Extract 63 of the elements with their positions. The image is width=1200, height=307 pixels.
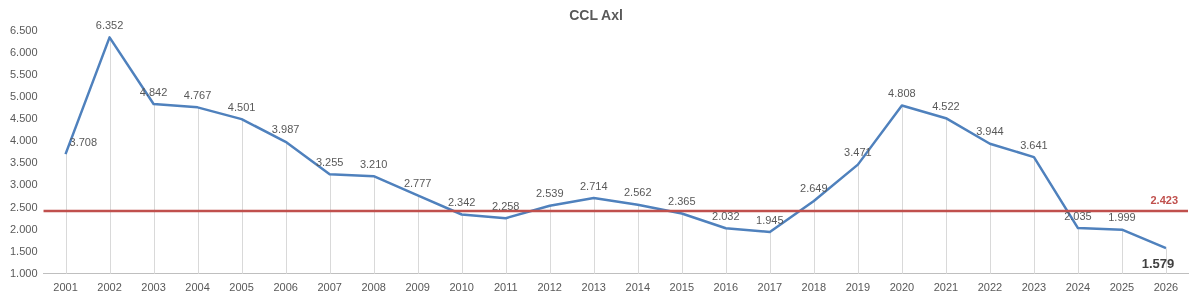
x-tick-label: 2025 bbox=[1109, 281, 1135, 294]
data-label: 2.258 bbox=[491, 199, 520, 212]
data-label: 2.032 bbox=[712, 209, 740, 222]
x-tick-label: 2007 bbox=[317, 281, 342, 294]
data-label: 1.945 bbox=[756, 213, 784, 226]
x-tick-label: 2021 bbox=[933, 281, 959, 294]
data-label: 4.767 bbox=[183, 88, 212, 101]
y-tick-label: 5.000 bbox=[10, 90, 38, 103]
data-label: 3.641 bbox=[1020, 138, 1048, 151]
data-label: 3.708 bbox=[69, 135, 98, 148]
y-tick-label: 3.500 bbox=[10, 156, 38, 169]
x-tick-label: 2005 bbox=[229, 281, 254, 294]
ref-line-label: 2.423 bbox=[1150, 194, 1178, 207]
x-tick-label: 2002 bbox=[97, 281, 122, 294]
data-label: 3.944 bbox=[976, 125, 1004, 138]
data-label: 4.501 bbox=[227, 100, 256, 113]
x-tick-label: 2019 bbox=[845, 281, 871, 294]
x-tick-label: 2001 bbox=[53, 281, 78, 294]
data-label: 1.999 bbox=[1108, 211, 1136, 224]
y-tick-label: 5.500 bbox=[10, 68, 38, 81]
y-tick-label: 6.000 bbox=[10, 45, 38, 58]
data-label: 4.522 bbox=[932, 99, 960, 112]
data-label: 2.365 bbox=[668, 195, 696, 208]
y-tick-label: 2.500 bbox=[10, 200, 38, 213]
data-label: 2.714 bbox=[579, 179, 608, 192]
y-tick-label: 4.000 bbox=[10, 134, 38, 147]
x-tick-label: 2022 bbox=[977, 281, 1003, 294]
y-tick-label: 6.500 bbox=[10, 23, 38, 36]
data-label: 3.255 bbox=[315, 155, 344, 168]
y-tick-label: 4.500 bbox=[10, 112, 38, 125]
x-tick-label: 2020 bbox=[889, 281, 915, 294]
x-tick-label: 2024 bbox=[1065, 281, 1091, 294]
x-tick-label: 2015 bbox=[669, 281, 695, 294]
data-label: 2.539 bbox=[535, 187, 564, 200]
x-tick-label: 2008 bbox=[361, 281, 386, 294]
y-tick-label: 3.000 bbox=[10, 178, 38, 191]
x-tick-label: 2004 bbox=[185, 281, 210, 294]
x-tick-label: 2016 bbox=[713, 281, 739, 294]
x-tick-label: 2006 bbox=[273, 281, 298, 294]
x-tick-label: 2010 bbox=[449, 281, 474, 294]
y-tick-label: 1.000 bbox=[10, 266, 38, 279]
data-label: 2.777 bbox=[403, 176, 432, 189]
y-tick-label: 2.000 bbox=[10, 222, 38, 235]
data-label: 2.562 bbox=[624, 186, 652, 199]
x-tick-label: 2026 bbox=[1153, 281, 1179, 294]
x-tick-label: 2013 bbox=[581, 281, 606, 294]
y-tick-label: 1.500 bbox=[10, 244, 38, 257]
x-tick-label: 2012 bbox=[537, 281, 562, 294]
data-label: 2.649 bbox=[800, 182, 828, 195]
x-tick-label: 2003 bbox=[141, 281, 166, 294]
data-label: 6.352 bbox=[95, 18, 124, 31]
data-label: 3.210 bbox=[359, 157, 388, 170]
x-tick-label: 2009 bbox=[405, 281, 430, 294]
x-tick-label: 2011 bbox=[493, 281, 518, 294]
data-label: 1.579 bbox=[1141, 256, 1175, 272]
x-tick-label: 2018 bbox=[801, 281, 827, 294]
x-tick-label: 2023 bbox=[1021, 281, 1047, 294]
data-label: 3.987 bbox=[271, 123, 300, 136]
x-tick-label: 2017 bbox=[757, 281, 783, 294]
x-tick-label: 2014 bbox=[625, 281, 651, 294]
chart-title: CCL Axl bbox=[569, 7, 623, 24]
data-label: 2.342 bbox=[447, 196, 476, 209]
data-label: 4.808 bbox=[888, 87, 916, 100]
